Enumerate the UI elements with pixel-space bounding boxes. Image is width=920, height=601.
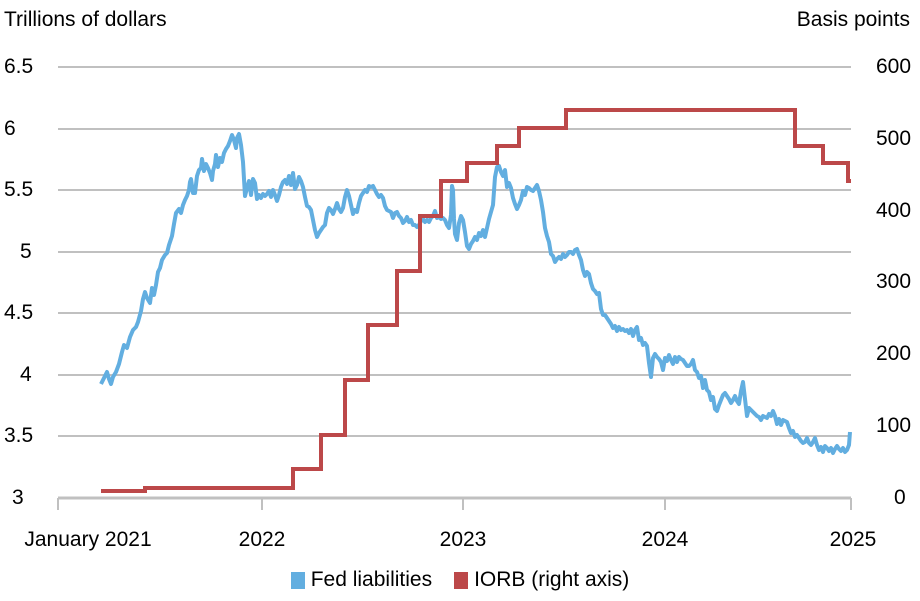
legend-label: IORB (right axis)	[474, 568, 630, 591]
x-tick: January 2021	[24, 528, 152, 551]
legend: Fed liabilities IORB (right axis)	[0, 568, 920, 592]
legend-label: Fed liabilities	[310, 568, 433, 591]
right-tick: 400	[876, 199, 912, 222]
left-tick: 5	[20, 240, 32, 263]
x-tick: 2023	[439, 528, 487, 551]
legend-item-fed-liabilities: Fed liabilities	[290, 568, 433, 592]
fed-liabilities-swatch-icon	[290, 571, 305, 589]
right-tick: 200	[876, 342, 912, 365]
left-tick: 6	[4, 117, 16, 140]
iorb-swatch-icon	[454, 571, 469, 589]
legend-item-iorb: IORB (right axis)	[454, 568, 629, 592]
gridlines	[57, 66, 852, 510]
x-tick: 2024	[641, 528, 689, 551]
x-tick: 2022	[238, 528, 286, 551]
right-tick: 0	[894, 486, 906, 509]
left-tick: 3.5	[4, 424, 34, 447]
right-tick: 600	[876, 55, 912, 78]
left-axis-title: Trillions of dollars	[4, 8, 167, 31]
right-axis-title: Basis points	[796, 8, 910, 31]
left-tick: 5.5	[4, 178, 34, 201]
left-tick: 4.5	[4, 301, 34, 324]
right-tick: 100	[876, 414, 912, 437]
left-tick: 6.5	[4, 55, 34, 78]
x-tick: 2025	[829, 528, 877, 551]
left-tick: 3	[12, 486, 24, 509]
right-tick: 500	[876, 127, 912, 150]
right-tick: 300	[876, 270, 912, 293]
iorb-line	[101, 108, 851, 493]
left-tick: 4	[20, 363, 32, 386]
fed-liabilities-line	[99, 132, 852, 455]
